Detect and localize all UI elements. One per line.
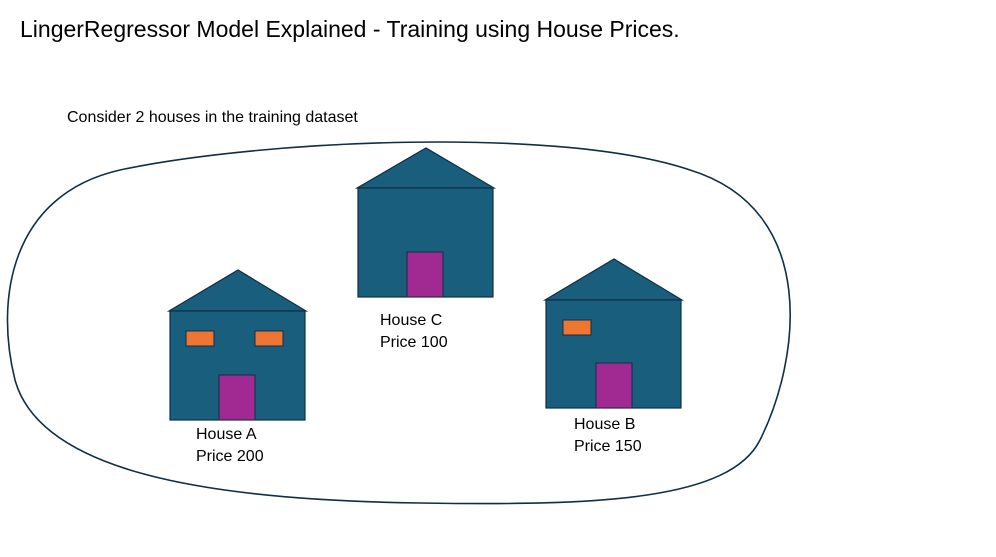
house-a-name: House A bbox=[196, 426, 257, 443]
page-title: LingerRegressor Model Explained - Traini… bbox=[20, 16, 680, 42]
house-c-name: House C bbox=[380, 312, 443, 329]
dataset-boundary bbox=[6, 141, 791, 505]
house-b-price: Price 150 bbox=[574, 438, 642, 455]
house-b-window bbox=[562, 319, 592, 336]
house-a-price: Price 200 bbox=[196, 448, 264, 465]
dataset-intro-text: Consider 2 houses in the training datase… bbox=[67, 109, 358, 126]
house-a-illustration bbox=[166, 269, 309, 421]
house-b-door bbox=[595, 362, 633, 409]
house-c-caption: House C Price 100 bbox=[380, 310, 448, 354]
house-b-name: House B bbox=[574, 416, 636, 433]
house-a-door bbox=[218, 374, 256, 421]
house-c-roof bbox=[354, 147, 497, 189]
house-c-illustration bbox=[354, 147, 497, 298]
house-a-caption: House A Price 200 bbox=[196, 424, 264, 468]
house-a-roof bbox=[166, 269, 309, 312]
house-c-door bbox=[406, 251, 444, 298]
house-a-window-left bbox=[185, 330, 215, 347]
house-a-window-right bbox=[254, 330, 284, 347]
house-b-illustration bbox=[542, 258, 685, 409]
house-b-roof bbox=[542, 258, 685, 301]
house-c-price: Price 100 bbox=[380, 334, 448, 351]
house-b-caption: House B Price 150 bbox=[574, 414, 642, 458]
